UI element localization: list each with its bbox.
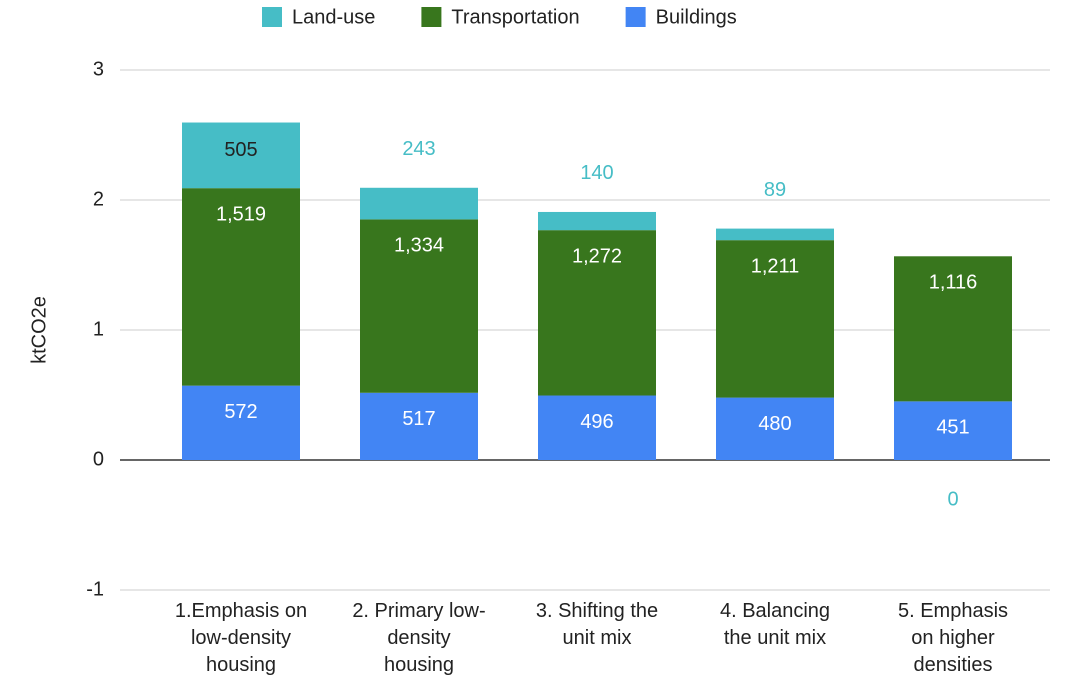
x-tick-line: housing: [384, 654, 454, 676]
x-tick-line: the unit mix: [724, 627, 826, 649]
data-label: 1,519: [216, 203, 266, 225]
x-tick-label: 2. Primary low-density housing: [352, 600, 485, 676]
bar-segment: [894, 256, 1012, 402]
bar-segment: [360, 187, 478, 220]
y-tick-label: 0: [93, 448, 104, 470]
bar-segment: [894, 401, 1012, 460]
bar-segment: [360, 392, 478, 460]
legend-swatch: [421, 7, 442, 27]
x-tick-label: 3. Shifting the unit mix: [536, 600, 658, 649]
data-label: 1,334: [394, 235, 444, 257]
x-tick-line: housing: [206, 654, 276, 676]
bar-segment: [538, 230, 656, 396]
bar-segment: [360, 219, 478, 393]
data-label: 451: [936, 417, 969, 439]
y-tick-label: 2: [93, 188, 104, 210]
data-label: 243: [402, 138, 435, 160]
data-label: 1,116: [929, 272, 978, 294]
data-label: 517: [402, 408, 435, 430]
x-tick-line: 1.Emphasis on: [175, 600, 307, 622]
data-label: 89: [764, 179, 786, 201]
x-tick-line: 3. Shifting the: [536, 600, 658, 622]
bar-segment: [182, 385, 300, 460]
x-tick-line: 4. Balancing: [720, 600, 830, 622]
bar-segment: [182, 122, 300, 189]
x-tick-line: 2. Primary low-: [352, 600, 485, 622]
y-axis-title: ktCO2e: [28, 296, 50, 364]
x-tick-line: low-density: [191, 627, 291, 649]
x-tick-label: 5. Emphasis on higher densities: [898, 600, 1008, 676]
y-tick-label: -1: [86, 578, 104, 600]
bar-segment: [182, 188, 300, 386]
legend-swatch: [262, 7, 282, 27]
data-label: 572: [224, 401, 257, 423]
x-tick-line: density: [387, 627, 450, 649]
x-tick-line: densities: [914, 654, 993, 676]
data-label: 505: [224, 139, 257, 161]
data-label: 0: [947, 488, 958, 510]
data-label: 140: [580, 162, 613, 184]
bar-segment: [716, 228, 834, 241]
data-label: 1,272: [572, 245, 622, 267]
legend-label: Buildings: [656, 6, 737, 28]
x-tick-line: on higher: [911, 627, 995, 649]
bar-segment: [716, 397, 834, 460]
y-tick-label: 3: [93, 58, 104, 80]
data-label: 480: [758, 413, 791, 435]
bar-segment: [538, 395, 656, 460]
legend-label: Transportation: [451, 6, 579, 28]
x-tick-label: 4. Balancing the unit mix: [720, 600, 830, 649]
x-tick-label: 1.Emphasis on low-density housing: [175, 600, 307, 676]
x-tick-line: 5. Emphasis: [898, 600, 1008, 622]
x-tick-line: unit mix: [563, 627, 632, 649]
bar-segment: [538, 211, 656, 231]
y-tick-label: 1: [93, 318, 104, 340]
bar-segment: [716, 240, 834, 398]
legend-swatch: [625, 7, 646, 27]
data-label: 1,211: [751, 255, 800, 277]
legend-label: Land-use: [292, 6, 375, 28]
data-label: 496: [580, 411, 613, 433]
